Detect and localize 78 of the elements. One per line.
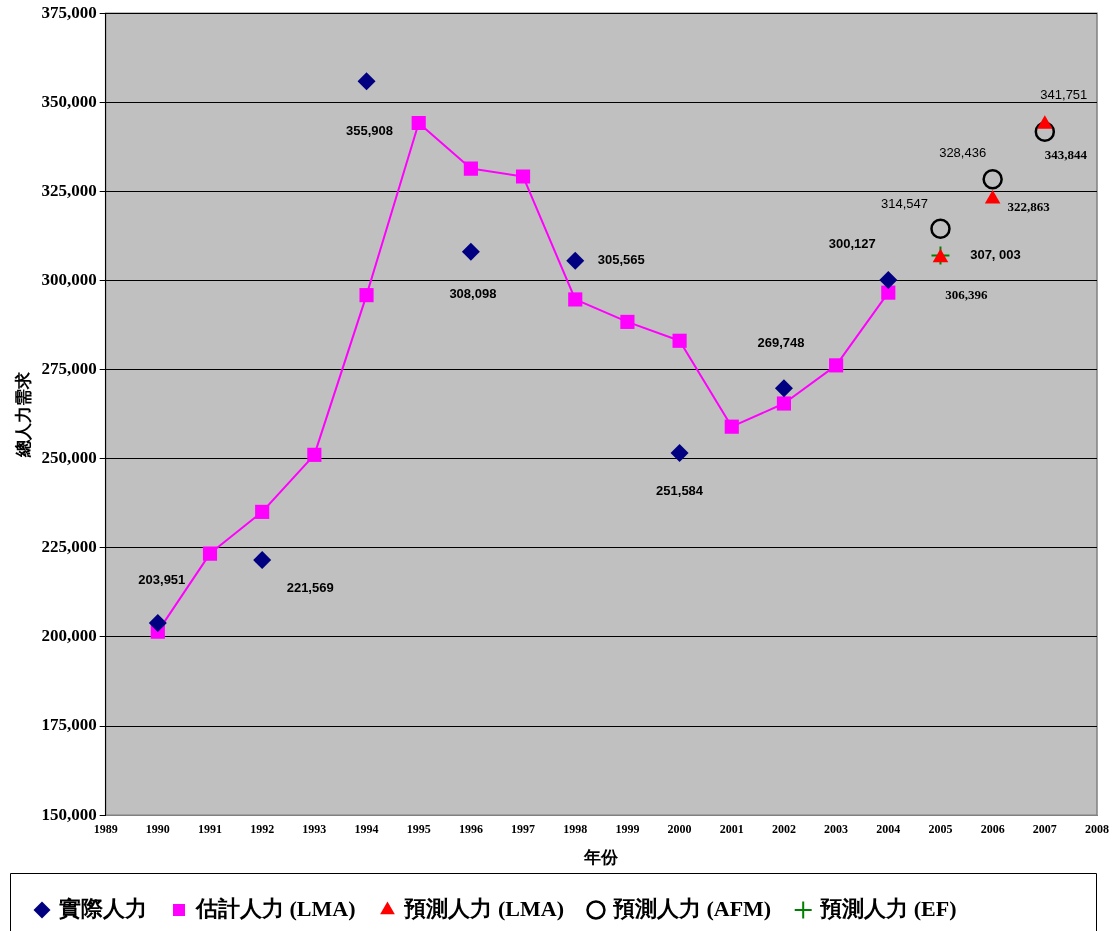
point [1034, 121, 1056, 142]
legend-label: 預測人力 (AFM) [611, 895, 772, 921]
legend-label: 實際人力 [59, 895, 147, 921]
point [566, 251, 585, 270]
point [984, 190, 1001, 204]
x-tick-label: 1989 [93, 822, 118, 837]
x-tick-label: 1998 [563, 822, 588, 837]
data-label: 322,863 [1007, 199, 1051, 215]
point [672, 333, 687, 348]
x-tick-label: 1999 [615, 822, 640, 837]
point [255, 504, 270, 519]
point [982, 168, 1003, 190]
x-tick-label: 2002 [771, 822, 796, 837]
y-tick-label: 175,000 [41, 715, 97, 735]
data-label: 341,751 [1040, 87, 1088, 103]
x-tick-label: 1992 [250, 822, 275, 837]
x-tick-label: 1995 [406, 822, 431, 837]
data-label: 308,098 [449, 286, 497, 302]
point [411, 115, 426, 131]
point [359, 288, 374, 303]
point [148, 613, 167, 632]
x-tick-label: 1996 [458, 822, 483, 837]
data-label: 221,569 [286, 579, 334, 595]
data-label: 305,565 [597, 252, 645, 268]
point [461, 242, 480, 261]
point [515, 169, 531, 184]
data-label: 343,844 [1044, 146, 1088, 162]
point [879, 271, 898, 290]
x-tick-label: 2001 [719, 822, 744, 837]
point [202, 546, 218, 561]
x-tick-label: 1993 [302, 822, 327, 837]
data-label: 314,547 [880, 196, 928, 212]
x-tick-label: 2007 [1032, 822, 1057, 837]
legend-label: 估計人力 (LMA) [195, 895, 356, 921]
data-label: 300,127 [828, 235, 876, 251]
y-tick-label: 250,000 [41, 448, 97, 468]
x-tick-label: 2004 [876, 822, 901, 837]
legend-label: 預測人力 (LMA) [403, 895, 564, 921]
point [307, 447, 322, 462]
data-label: 306,396 [945, 287, 989, 303]
x-tick-label: 1990 [145, 822, 170, 837]
y-tick-label: 225,000 [41, 537, 97, 557]
x-tick-label: 2008 [1085, 822, 1109, 837]
legend-label: 預測人力 (EF) [819, 895, 957, 921]
point [670, 444, 689, 463]
point [620, 314, 635, 329]
x-tick-label: 2006 [980, 822, 1005, 837]
x-tick-label: 1991 [198, 822, 222, 837]
data-label: 269,748 [757, 334, 805, 350]
data-label: 355,908 [346, 122, 394, 138]
data-label: 307, 003 [970, 247, 1021, 263]
data-label: 251,584 [656, 482, 704, 498]
y-tick-label: 150,000 [41, 804, 97, 824]
point [357, 72, 376, 91]
x-tick-label: 2005 [928, 822, 953, 837]
y-tick-label: 325,000 [41, 180, 97, 200]
data-label: 203,951 [138, 572, 186, 588]
y-tick-label: 350,000 [41, 91, 97, 111]
point [724, 419, 739, 434]
y-tick-label: 275,000 [41, 359, 97, 379]
y-axis-title: 總人力需求 [13, 370, 33, 458]
x-axis-title: 年份 [583, 848, 620, 868]
point [568, 292, 583, 307]
point [829, 358, 844, 373]
point [930, 218, 951, 239]
x-tick-label: 2003 [824, 822, 849, 837]
point [776, 396, 792, 411]
y-tick-label: 300,000 [41, 269, 97, 289]
x-tick-label: 1994 [354, 822, 379, 837]
point [253, 551, 272, 570]
point [774, 379, 793, 398]
x-tick-label: 1997 [511, 822, 536, 837]
point [463, 161, 478, 176]
x-tick-label: 2000 [667, 822, 692, 837]
data-label: 328,436 [939, 144, 987, 160]
point [881, 285, 896, 300]
y-tick-label: 200,000 [41, 626, 97, 646]
y-tick-label: 375,000 [41, 2, 97, 22]
